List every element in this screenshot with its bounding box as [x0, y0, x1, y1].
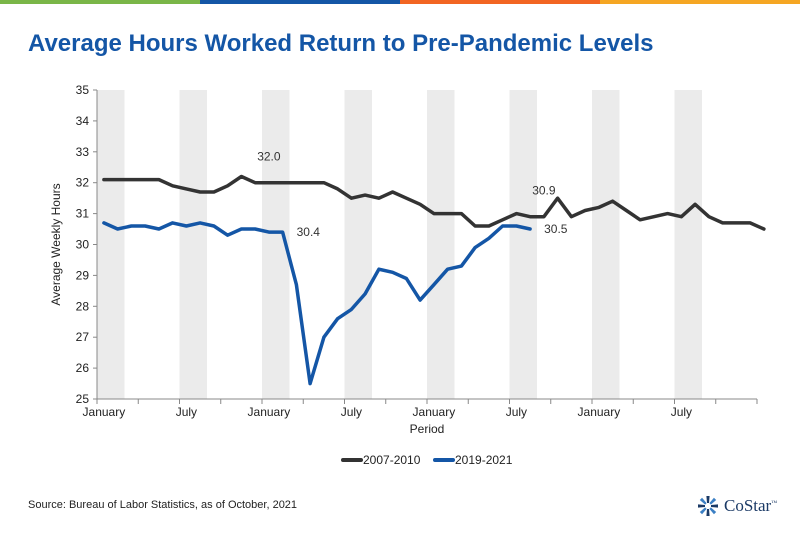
- shaded-band: [592, 90, 620, 399]
- data-label: 30.5: [544, 222, 568, 236]
- series-line-2019-2021: [102, 221, 532, 386]
- shaded-band: [674, 90, 702, 399]
- x-tick-label: July: [176, 405, 197, 419]
- shaded-band: [344, 90, 372, 399]
- y-tick-label: 27: [76, 330, 90, 344]
- shaded-band: [427, 90, 455, 399]
- y-axis-title: Average Weekly Hours: [49, 183, 63, 305]
- x-tick-label: July: [506, 405, 527, 419]
- shaded-band: [97, 90, 125, 399]
- y-tick-label: 32: [76, 176, 90, 190]
- x-tick-label: January: [578, 405, 621, 419]
- y-tick-label: 33: [76, 145, 90, 159]
- top-bar-segment-orange: [400, 0, 600, 4]
- series-line-2007-2010: [102, 174, 766, 231]
- y-tick-label: 34: [76, 114, 90, 128]
- y-tick-label: 30: [76, 238, 90, 252]
- costar-logo-text: CoStar™: [724, 496, 778, 515]
- data-label: 30.9: [532, 184, 556, 198]
- y-tick-label: 26: [76, 361, 90, 375]
- costar-logo: CoStar™: [696, 494, 777, 518]
- x-tick-label: July: [671, 405, 692, 419]
- y-tick-label: 29: [76, 268, 90, 282]
- page-title: Average Hours Worked Return to Pre-Pande…: [28, 30, 654, 57]
- top-bar-segment-blue: [200, 0, 400, 4]
- source-note: Source: Bureau of Labor Statistics, as o…: [28, 499, 298, 511]
- top-color-bar: [0, 0, 800, 4]
- shaded-band: [509, 90, 537, 399]
- legend-label: 2007-2010: [363, 453, 421, 467]
- data-label: 32.0: [257, 150, 281, 164]
- x-tick-label: January: [248, 405, 291, 419]
- x-tick-label: January: [413, 405, 456, 419]
- x-tick-label: January: [83, 405, 126, 419]
- legend-label: 2019-2021: [455, 453, 513, 467]
- y-tick-label: 28: [76, 299, 90, 313]
- x-axis-title: Period: [410, 422, 445, 436]
- top-bar-segment-yellow: [600, 0, 800, 4]
- x-tick-label: July: [341, 405, 362, 419]
- y-tick-label: 25: [76, 392, 90, 406]
- costar-logo-icon: [698, 496, 718, 516]
- shaded-band: [179, 90, 207, 399]
- y-tick-label: 35: [76, 83, 90, 97]
- top-bar-segment-green: [0, 0, 200, 4]
- data-label: 30.4: [297, 225, 321, 239]
- y-tick-label: 31: [76, 207, 90, 221]
